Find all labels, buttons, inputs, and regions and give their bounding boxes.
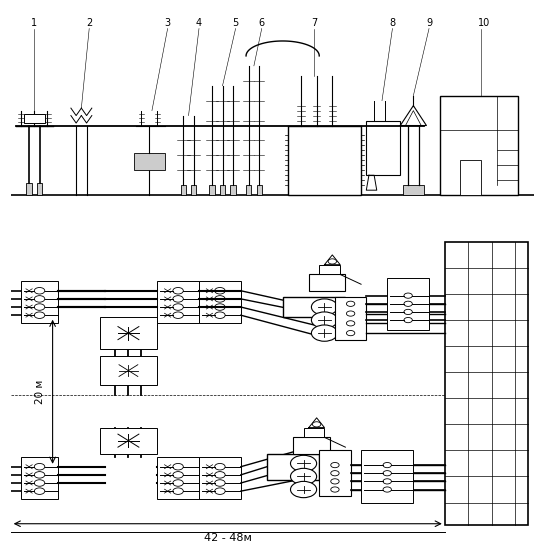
Bar [361,451,413,502]
Bar [220,185,225,195]
Circle shape [291,468,316,485]
Circle shape [312,325,337,341]
Circle shape [328,259,336,264]
Bar [460,160,481,195]
Circle shape [331,462,339,468]
Bar [319,451,351,496]
Circle shape [331,471,339,476]
Bar [21,457,58,499]
Bar [293,437,330,453]
Text: 9: 9 [426,18,432,28]
Circle shape [312,312,337,328]
Bar [210,185,215,195]
Circle shape [331,479,339,484]
Text: 8: 8 [389,18,396,28]
Bar [367,120,400,175]
Circle shape [173,463,183,470]
Bar [439,96,518,195]
Text: 5: 5 [232,18,239,28]
Circle shape [34,488,45,495]
Bar [282,297,345,317]
Bar [387,278,429,330]
Text: 7: 7 [311,18,317,28]
Circle shape [34,463,45,470]
Bar [246,185,251,195]
Circle shape [215,287,225,294]
Circle shape [331,487,339,492]
Circle shape [215,488,225,495]
Circle shape [173,480,183,486]
Text: 10: 10 [478,18,490,28]
Circle shape [383,471,391,476]
Bar [257,185,262,195]
Text: 3: 3 [164,18,171,28]
Circle shape [313,422,321,427]
Bar [403,185,424,195]
Text: 20 м: 20 м [34,380,45,404]
Circle shape [291,481,316,497]
Circle shape [173,312,183,319]
Circle shape [215,304,225,310]
Bar [21,281,58,323]
Bar [267,453,319,480]
Circle shape [404,301,412,306]
Circle shape [34,472,45,478]
Circle shape [215,480,225,486]
Bar [24,114,45,123]
Bar [335,297,367,340]
Circle shape [383,462,391,468]
Circle shape [215,472,225,478]
Circle shape [347,321,355,326]
Bar [134,153,165,170]
Circle shape [34,296,45,302]
Bar [445,242,528,525]
Text: 2: 2 [86,18,92,28]
Text: 42 - 48м: 42 - 48м [204,534,252,544]
Bar [288,125,361,195]
Circle shape [215,296,225,302]
Bar [181,185,186,195]
Circle shape [173,296,183,302]
Circle shape [291,455,316,472]
Circle shape [34,304,45,310]
Bar [100,428,157,453]
Bar [100,356,157,385]
Circle shape [383,479,391,484]
Circle shape [215,463,225,470]
Text: 1: 1 [31,18,37,28]
Bar [157,281,199,323]
Circle shape [215,312,225,319]
Circle shape [404,317,412,323]
Bar [26,183,32,195]
Bar [199,457,241,499]
Circle shape [34,287,45,294]
Bar [199,281,241,323]
Bar [309,275,345,291]
Circle shape [404,293,412,298]
Circle shape [347,311,355,316]
Bar [157,457,199,499]
Text: 4: 4 [196,18,202,28]
Circle shape [347,301,355,306]
Circle shape [173,287,183,294]
Circle shape [383,487,391,492]
Circle shape [347,330,355,336]
Circle shape [173,472,183,478]
Bar [37,183,42,195]
Circle shape [34,480,45,486]
Bar [230,185,236,195]
Bar [319,265,340,275]
Bar [191,185,196,195]
Circle shape [173,488,183,495]
Bar [100,317,157,349]
Circle shape [34,312,45,319]
Circle shape [404,309,412,315]
Bar [303,428,324,437]
Circle shape [312,299,337,315]
Text: 6: 6 [259,18,265,28]
Circle shape [173,304,183,310]
